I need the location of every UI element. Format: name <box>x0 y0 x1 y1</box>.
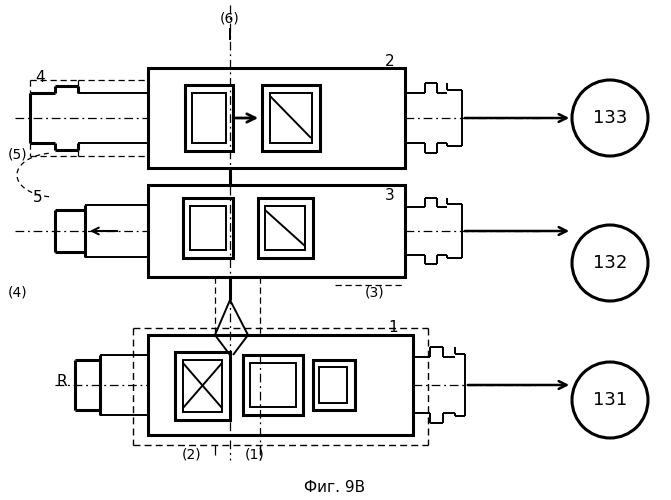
Bar <box>258 198 313 258</box>
Bar <box>183 198 233 258</box>
Bar <box>183 360 222 412</box>
Circle shape <box>572 362 648 438</box>
Text: 2: 2 <box>385 54 395 70</box>
Bar <box>250 363 296 407</box>
Bar <box>185 85 233 151</box>
Bar <box>270 93 312 143</box>
Bar <box>148 335 413 435</box>
Text: (4): (4) <box>8 285 28 299</box>
Text: (5): (5) <box>8 148 28 162</box>
Text: 131: 131 <box>593 391 627 409</box>
Text: R: R <box>56 374 67 390</box>
Text: Фиг. 9В: Фиг. 9В <box>305 480 366 496</box>
Bar <box>190 206 226 250</box>
Text: (3): (3) <box>365 286 384 300</box>
Bar <box>148 185 405 277</box>
Text: 4: 4 <box>35 70 45 86</box>
Bar <box>148 68 405 168</box>
Text: (1): (1) <box>245 448 265 462</box>
Bar <box>262 85 320 151</box>
Text: 133: 133 <box>592 109 627 127</box>
Bar <box>192 93 226 143</box>
Circle shape <box>572 225 648 301</box>
Circle shape <box>572 80 648 156</box>
Text: 1: 1 <box>389 320 398 336</box>
Bar <box>175 352 230 420</box>
Bar <box>265 206 305 250</box>
Text: (2): (2) <box>183 448 202 462</box>
Bar <box>313 360 355 410</box>
Text: 132: 132 <box>592 254 627 272</box>
Text: (6): (6) <box>220 11 240 25</box>
Bar <box>319 367 347 403</box>
Bar <box>243 355 303 415</box>
Text: 5: 5 <box>33 190 43 206</box>
Text: 3: 3 <box>385 188 395 202</box>
